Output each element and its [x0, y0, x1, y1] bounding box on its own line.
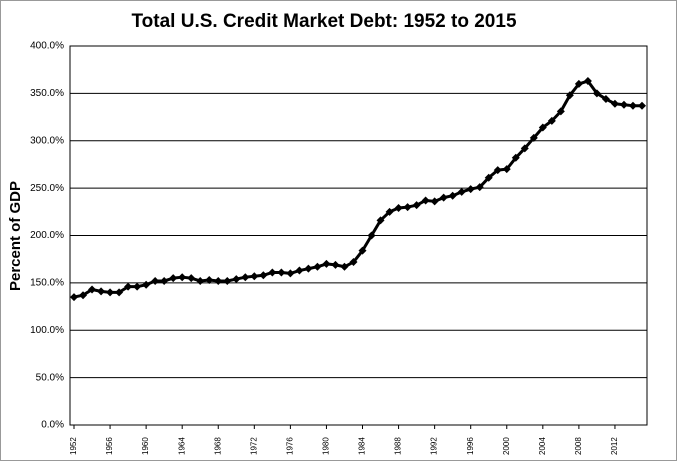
marker — [259, 271, 268, 280]
marker — [196, 276, 205, 285]
line — [73, 79, 642, 299]
x-tick-label: 1960 — [141, 437, 150, 455]
marker — [466, 185, 475, 194]
marker — [295, 266, 304, 275]
x-tick-label: 2000 — [502, 437, 511, 455]
marker — [529, 133, 538, 142]
y-tick-label: 350.0% — [30, 88, 64, 99]
marker — [178, 273, 187, 282]
y-tick-label: 200.0% — [30, 230, 64, 241]
marker — [97, 287, 106, 296]
y-tick-label: 150.0% — [30, 278, 64, 289]
marker — [322, 259, 331, 268]
marker — [160, 276, 169, 285]
marker — [385, 207, 394, 216]
marker — [349, 258, 358, 267]
y-tick-label: 400.0% — [30, 41, 64, 52]
marker — [448, 191, 457, 200]
marker — [502, 165, 511, 174]
y-tick-label: 0.0% — [41, 420, 64, 431]
marker — [277, 268, 286, 277]
marker — [556, 107, 565, 116]
x-tick-label: 1964 — [177, 437, 186, 455]
marker — [601, 95, 610, 104]
marker — [412, 201, 421, 210]
marker — [430, 197, 439, 206]
marker — [403, 203, 412, 212]
marker — [304, 264, 313, 273]
marker — [358, 246, 367, 255]
x-tick-label: 1992 — [430, 437, 439, 455]
marker — [169, 274, 178, 283]
x-tick-label: 1996 — [466, 437, 475, 455]
marker — [565, 91, 574, 100]
marker — [511, 153, 520, 162]
x-tick-label: 1952 — [69, 437, 78, 455]
marker — [520, 144, 529, 153]
marker — [367, 231, 376, 240]
marker — [205, 276, 214, 285]
marker — [241, 273, 250, 282]
marker — [214, 276, 223, 285]
marker — [394, 204, 403, 213]
marker — [574, 79, 583, 88]
marker — [124, 282, 133, 291]
marker — [493, 166, 502, 175]
marker — [628, 101, 637, 110]
x-tick-label: 1988 — [394, 437, 403, 455]
marker — [583, 77, 592, 86]
x-tick-label: 2004 — [538, 437, 547, 455]
marker — [250, 272, 259, 281]
marker — [340, 262, 349, 271]
marker — [286, 269, 295, 278]
x-tick-label: 1956 — [105, 437, 114, 455]
y-tick-label: 100.0% — [30, 325, 64, 336]
y-axis-label: Percent of GDP — [7, 181, 24, 291]
x-tick-label: 2012 — [610, 437, 619, 455]
marker — [187, 274, 196, 283]
marker — [232, 275, 241, 284]
marker — [268, 268, 277, 277]
marker — [115, 288, 124, 297]
marker — [142, 280, 151, 289]
marker — [638, 101, 646, 110]
marker — [619, 100, 628, 109]
marker — [376, 216, 385, 225]
marker — [475, 183, 484, 192]
marker — [439, 193, 448, 202]
marker — [70, 293, 78, 302]
marker — [538, 123, 547, 132]
x-tick-label: 1984 — [358, 437, 367, 455]
x-tick-label: 1980 — [322, 437, 331, 455]
marker — [547, 116, 556, 125]
marker — [313, 262, 322, 271]
y-tick-label: 50.0% — [36, 372, 64, 383]
marker — [88, 285, 97, 294]
y-tick-label: 250.0% — [30, 183, 64, 194]
x-tick-label: 1968 — [213, 437, 222, 455]
y-tick-label: 300.0% — [30, 135, 64, 146]
marker — [421, 196, 430, 205]
marker — [106, 288, 115, 297]
marker — [223, 276, 232, 285]
marker — [484, 173, 493, 182]
marker — [457, 187, 466, 196]
chart-title: Total U.S. Credit Market Debt: 1952 to 2… — [131, 11, 516, 32]
marker — [79, 291, 88, 300]
marker — [592, 89, 601, 98]
x-tick-label: 2008 — [574, 437, 583, 455]
marker — [151, 276, 160, 285]
x-tick-label: 1972 — [249, 437, 258, 455]
marker — [610, 99, 619, 108]
marker — [331, 260, 340, 269]
marker — [133, 282, 142, 291]
x-tick-label: 1976 — [285, 437, 294, 455]
